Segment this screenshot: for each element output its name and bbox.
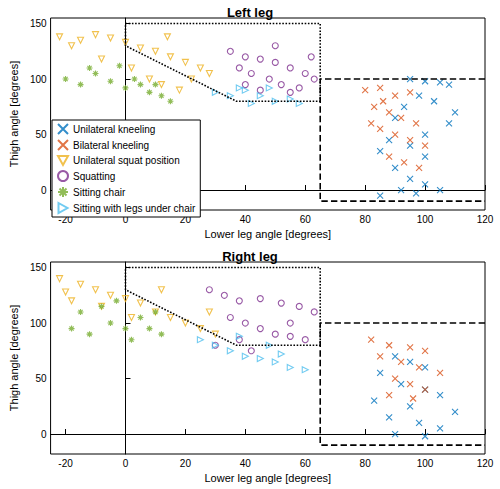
svg-text:20: 20 bbox=[180, 458, 192, 469]
svg-text:Sitting with legs under chair: Sitting with legs under chair bbox=[73, 203, 196, 214]
svg-text:80: 80 bbox=[360, 458, 372, 469]
svg-text:Right leg: Right leg bbox=[222, 249, 278, 264]
svg-text:0: 0 bbox=[122, 213, 129, 225]
svg-text:40: 40 bbox=[240, 214, 252, 225]
svg-text:Thigh angle [degrees]: Thigh angle [degrees] bbox=[8, 305, 20, 411]
svg-text:Bilateral kneeling: Bilateral kneeling bbox=[73, 140, 149, 151]
svg-text:-20: -20 bbox=[58, 213, 73, 225]
svg-text:60: 60 bbox=[300, 214, 312, 225]
svg-text:0: 0 bbox=[41, 185, 47, 196]
svg-text:100: 100 bbox=[30, 74, 47, 85]
svg-text:50: 50 bbox=[35, 129, 47, 140]
svg-text:0: 0 bbox=[123, 458, 129, 469]
svg-text:100: 100 bbox=[30, 318, 47, 329]
svg-text:100: 100 bbox=[417, 458, 434, 469]
svg-text:Sitting chair: Sitting chair bbox=[73, 187, 126, 198]
svg-text:150: 150 bbox=[30, 262, 47, 273]
svg-text:40: 40 bbox=[240, 458, 252, 469]
svg-text:Unilateral kneeling: Unilateral kneeling bbox=[73, 124, 155, 135]
svg-text:100: 100 bbox=[417, 214, 434, 225]
svg-text:Left leg: Left leg bbox=[227, 5, 273, 20]
svg-text:50: 50 bbox=[35, 373, 47, 384]
svg-text:120: 120 bbox=[477, 214, 494, 225]
svg-text:20: 20 bbox=[179, 213, 191, 225]
svg-text:0: 0 bbox=[41, 429, 47, 440]
svg-text:Thigh angle [degrees]: Thigh angle [degrees] bbox=[8, 61, 20, 167]
svg-text:Lower leg angle [degrees]: Lower leg angle [degrees] bbox=[204, 472, 331, 484]
svg-text:Unilateral squat position: Unilateral squat position bbox=[73, 155, 180, 166]
svg-text:80: 80 bbox=[360, 214, 372, 225]
svg-text:120: 120 bbox=[477, 458, 494, 469]
svg-text:Lower leg angle [degrees]: Lower leg angle [degrees] bbox=[204, 228, 331, 240]
svg-text:150: 150 bbox=[30, 18, 47, 29]
svg-text:-20: -20 bbox=[58, 458, 73, 469]
svg-text:Squatting: Squatting bbox=[73, 171, 115, 182]
svg-text:60: 60 bbox=[300, 458, 312, 469]
